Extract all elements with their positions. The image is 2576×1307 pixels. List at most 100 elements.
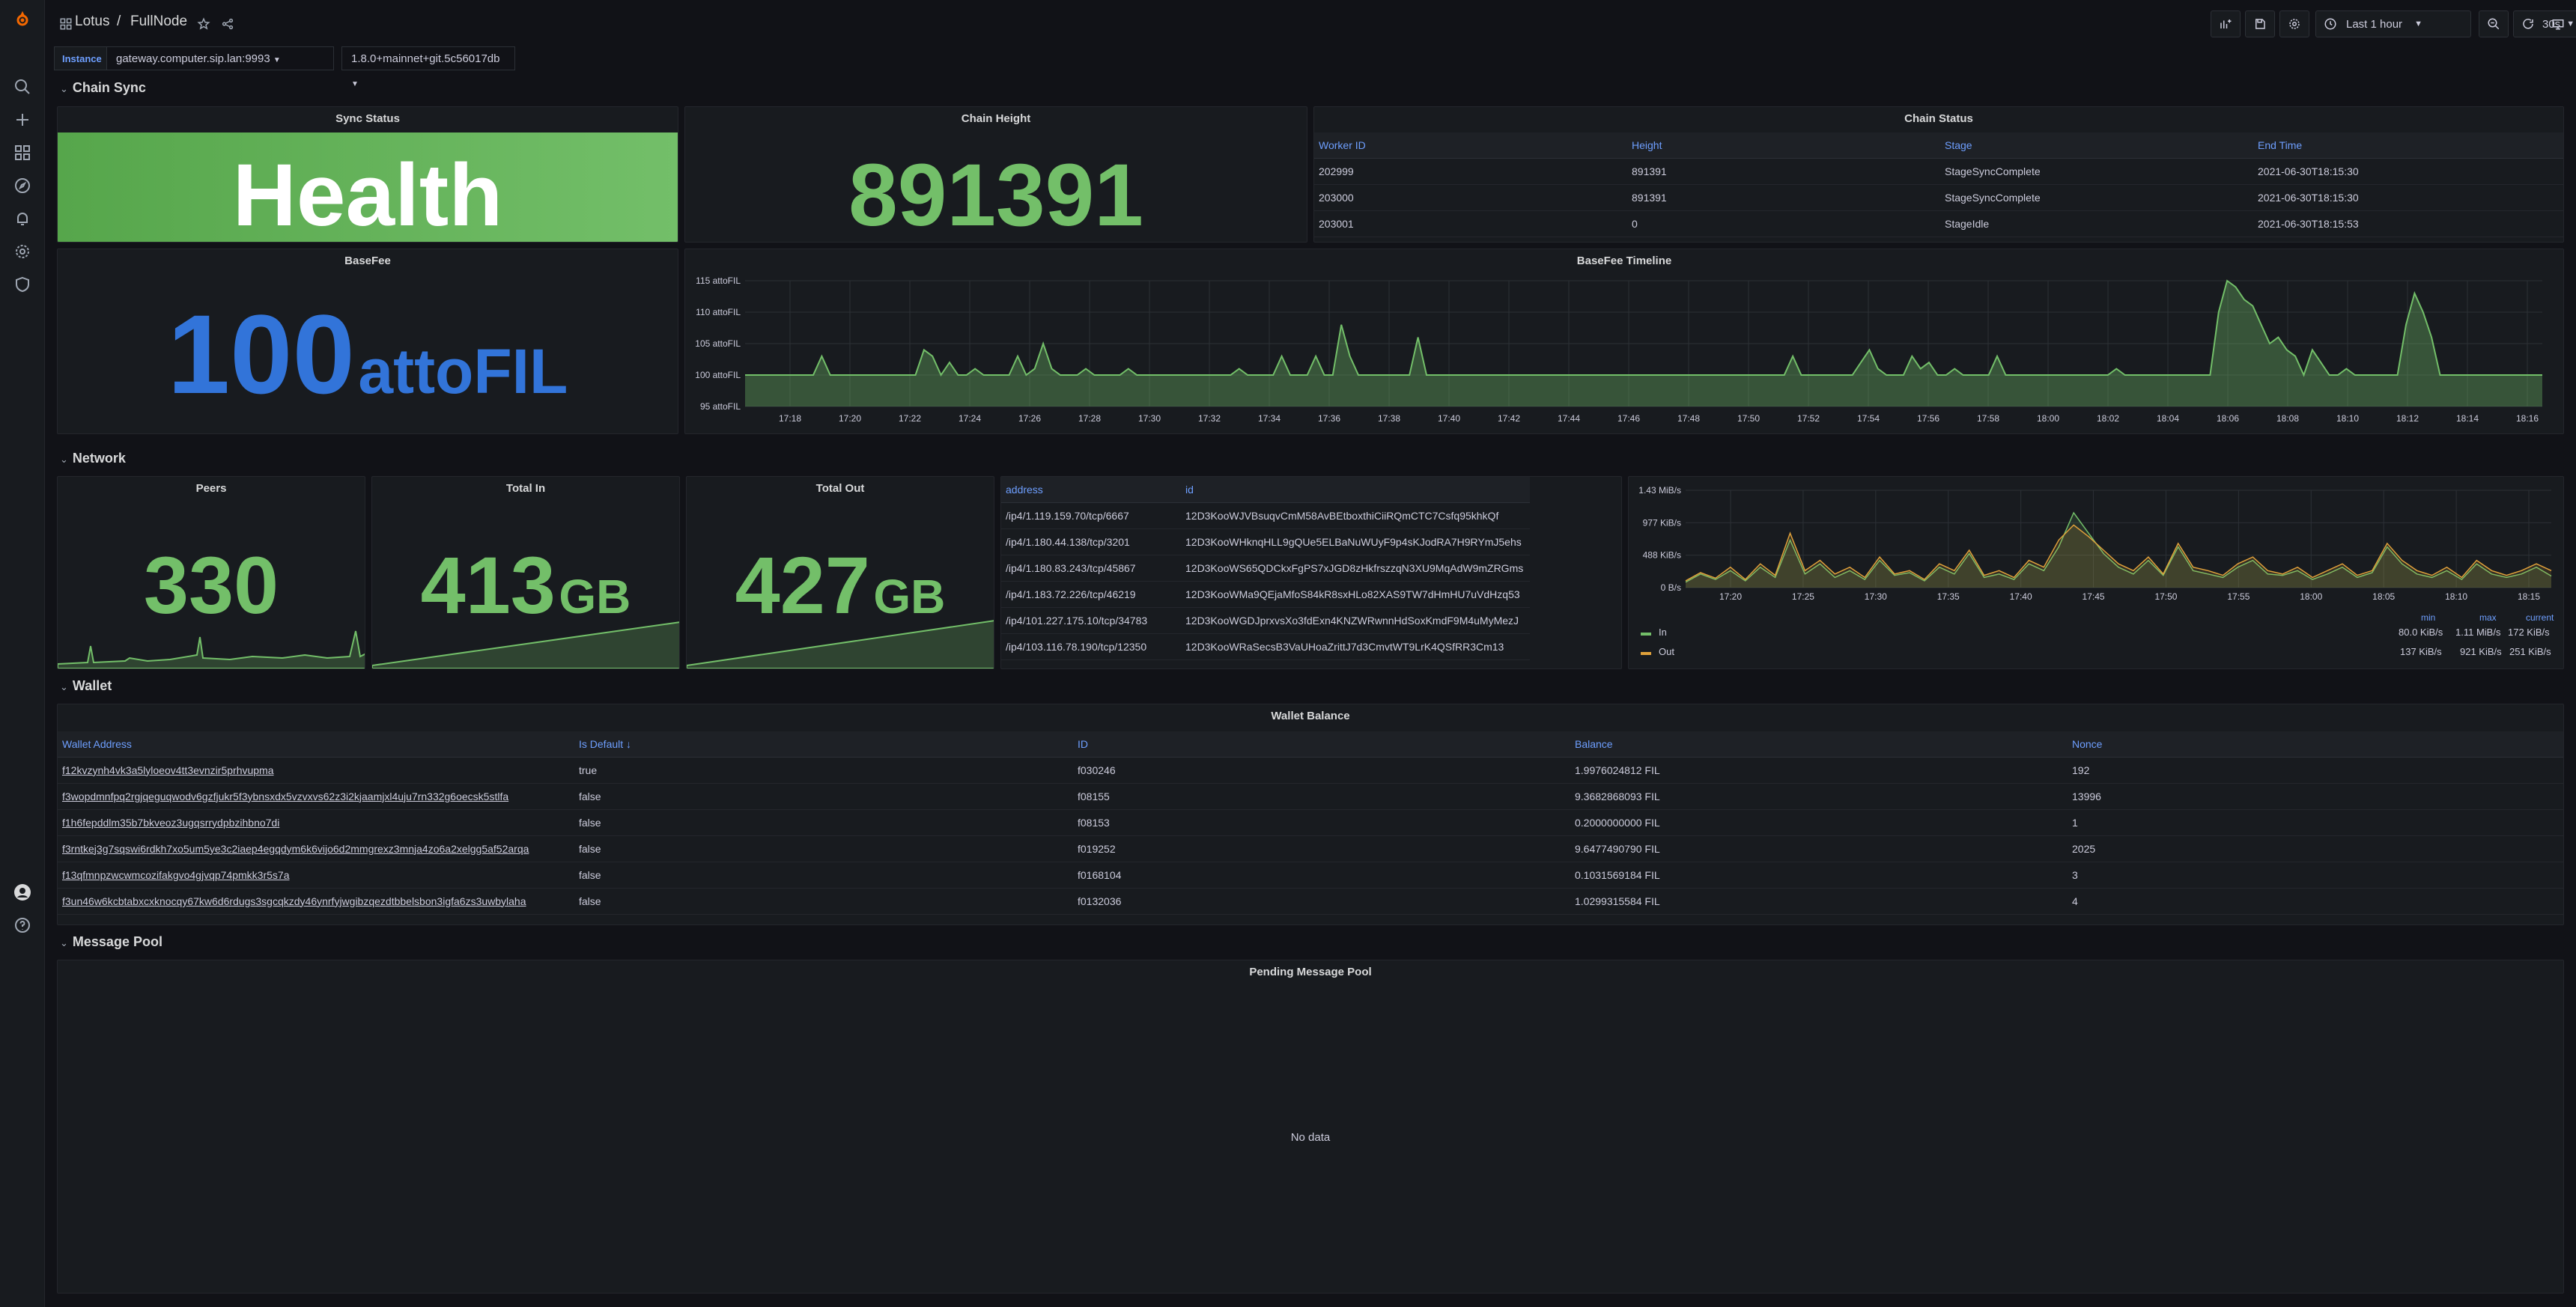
gear-icon (2289, 19, 2300, 29)
breadcrumb-folder[interactable]: Lotus (75, 13, 110, 29)
wallet-address-link[interactable]: f3un46w6kcbtabxcxknocqy67kw6d6rdugs3sgcq… (58, 888, 574, 915)
table-cell: 1.0299315584 FIL (1570, 888, 2068, 915)
wallet-address-link[interactable]: f12kvzynh4vk3a5lyloeov4tt3evnzir5prhvupm… (58, 757, 574, 784)
series-area-in (1686, 513, 2551, 588)
column-header[interactable]: End Time (2253, 132, 2563, 159)
table-cell: /ip4/1.119.159.70/tcp/6667 (1001, 502, 1181, 529)
table-cell: 12D3KooWJVBsuqvCmM58AvBEtboxthiCiiRQmCTC… (1181, 502, 1530, 529)
column-header[interactable]: Nonce (2068, 731, 2563, 758)
y-tick-label: 1.43 MiB/s (1638, 485, 1681, 496)
row-title-label: Wallet (72, 678, 112, 693)
x-tick-label: 17:40 (1438, 413, 1460, 424)
wallet-address-link[interactable]: f1h6fepddlm35b7bkveoz3ugqsrrydpbzihbno7d… (58, 809, 574, 836)
column-header[interactable]: Height (1627, 132, 1940, 159)
column-header-sorted[interactable]: Is Default ↓ (574, 731, 1073, 758)
column-header[interactable]: Stage (1940, 132, 2253, 159)
zoom-out-icon (2488, 18, 2500, 30)
help-icon[interactable] (10, 913, 34, 937)
x-tick-label: 17:54 (1857, 413, 1880, 424)
table-cell: 2021-06-30T18:15:53 (2253, 210, 2563, 237)
total-in-stat: 413 GB (372, 538, 679, 632)
table-cell: 9.3682868093 FIL (1570, 783, 2068, 810)
share-icon[interactable] (216, 12, 240, 36)
x-tick-label: 17:46 (1617, 413, 1640, 424)
column-header[interactable]: address (1001, 477, 1181, 503)
settings-button[interactable] (2279, 10, 2309, 37)
x-tick-label: 17:36 (1318, 413, 1340, 424)
column-header[interactable]: Wallet Address (58, 731, 574, 758)
table-cell: f030246 (1073, 757, 1570, 784)
bandwidth-chart[interactable]: 1.43 MiB/s 977 KiB/s 488 KiB/s 0 B/s 17:20 17… (1629, 477, 2564, 603)
table-row: f1h6fepddlm35b7bkveoz3ugqsrrydpbzihbno7d… (58, 809, 2563, 836)
refresh-picker[interactable]: 30s ▼ (2513, 10, 2576, 37)
column-header[interactable]: ID (1073, 731, 1570, 758)
total-in-sparkline (372, 621, 679, 668)
zoom-out-button[interactable] (2479, 10, 2509, 37)
legend-header-max[interactable]: max (2479, 612, 2497, 623)
bandwidth-panel: 1.43 MiB/s 977 KiB/s 488 KiB/s 0 B/s 17:20 17… (1628, 476, 2564, 669)
gear-icon[interactable] (10, 240, 34, 263)
x-tick-label: 18:12 (2396, 413, 2419, 424)
x-tick-label: 18:10 (2445, 591, 2467, 602)
column-header[interactable]: Worker ID (1314, 132, 1627, 159)
table-cell: 12D3KooWS65QDCkxFgPS7xJGD8zHkfrszzqN3XU9… (1181, 555, 1530, 582)
legend-swatch (1641, 633, 1651, 636)
explore-icon[interactable] (10, 174, 34, 198)
row-message-pool[interactable]: ⌄ Message Pool (60, 934, 162, 950)
star-icon[interactable] (192, 12, 216, 36)
wallet-address-link[interactable]: f3rntkej3g7sqswi6rdkh7xo5um5ye3c2iaep4eg… (58, 835, 574, 862)
chain-height-panel: Chain Height 891391 (684, 106, 1307, 243)
x-tick-label: 17:56 (1917, 413, 1939, 424)
table-cell: 1 (2068, 809, 2563, 836)
column-header[interactable]: Balance (1570, 731, 2068, 758)
table-cell: 0.2000000000 FIL (1570, 809, 2068, 836)
column-header[interactable]: id (1181, 477, 1530, 503)
y-tick-label: 488 KiB/s (1643, 550, 1681, 561)
shield-icon[interactable] (10, 272, 34, 296)
legend-header-current[interactable]: current (2526, 612, 2554, 623)
table-cell: false (574, 835, 1073, 862)
add-panel-button[interactable] (2211, 10, 2241, 37)
x-tick-label: 17:48 (1677, 413, 1700, 424)
monitor-icon (2552, 19, 2564, 30)
version-select[interactable]: 1.8.0+mainnet+git.5c56017db ▼ (341, 46, 515, 88)
panel-title: Pending Message Pool (1249, 966, 1372, 978)
chain-status-panel: Chain Status Worker ID Height Stage End … (1313, 106, 2564, 243)
x-tick-label: 18:10 (2336, 413, 2359, 424)
basefee-timeline-chart[interactable]: 115 attoFIL 110 attoFIL 105 attoFIL 100 att… (685, 275, 2564, 433)
search-icon[interactable] (10, 75, 34, 99)
y-tick-label: 110 attoFIL (696, 307, 741, 317)
bell-icon[interactable] (10, 207, 34, 231)
plus-icon[interactable] (10, 108, 34, 132)
time-range-picker[interactable]: Last 1 hour ▼ (2315, 10, 2471, 37)
x-tick-label: 17:26 (1018, 413, 1041, 424)
x-tick-label: 17:50 (1737, 413, 1760, 424)
row-wallet[interactable]: ⌄ Wallet (60, 678, 112, 694)
wallet-address-link[interactable]: f13qfmnpzwcwmcozifakgvo4gjvqp74pmkk3r5s7… (58, 862, 574, 889)
legend-header-min[interactable]: min (2421, 612, 2436, 623)
total-in-panel: Total In 413 GB (371, 476, 680, 669)
basefee-line (745, 279, 2542, 377)
y-tick-label: 0 B/s (1661, 582, 1681, 593)
series-line-in (1685, 511, 2552, 583)
tv-mode-button[interactable] (2543, 10, 2573, 37)
avatar[interactable] (10, 880, 34, 904)
chain-status-table: Worker ID Height Stage End Time 202999 89… (1314, 132, 2563, 237)
table-cell: false (574, 809, 1073, 836)
x-tick-label: 18:05 (2372, 591, 2395, 602)
wallet-address-link[interactable]: f3wopdmnfpq2rgjqeguqwodv6gzfjukr5f3ybnsx… (58, 783, 574, 810)
grafana-logo-icon[interactable] (10, 7, 34, 31)
dashboards-icon[interactable] (10, 141, 34, 165)
instance-select[interactable]: gateway.computer.sip.lan:9993 ▼ (106, 46, 334, 70)
row-chain-sync[interactable]: ⌄ Chain Sync (60, 80, 146, 96)
x-tick-label: 18:02 (2097, 413, 2119, 424)
table-cell: 192 (2068, 757, 2563, 784)
row-network[interactable]: ⌄ Network (60, 451, 126, 466)
page-title[interactable]: FullNode (130, 13, 188, 29)
table-cell: StageSyncComplete (1940, 158, 2253, 185)
table-cell: 9.6477490790 FIL (1570, 835, 2068, 862)
x-tick-label: 17:52 (1797, 413, 1820, 424)
table-cell: 4 (2068, 888, 2563, 915)
save-button[interactable] (2245, 10, 2275, 37)
table-row: f12kvzynh4vk3a5lyloeov4tt3evnzir5prhvupm… (58, 757, 2563, 784)
